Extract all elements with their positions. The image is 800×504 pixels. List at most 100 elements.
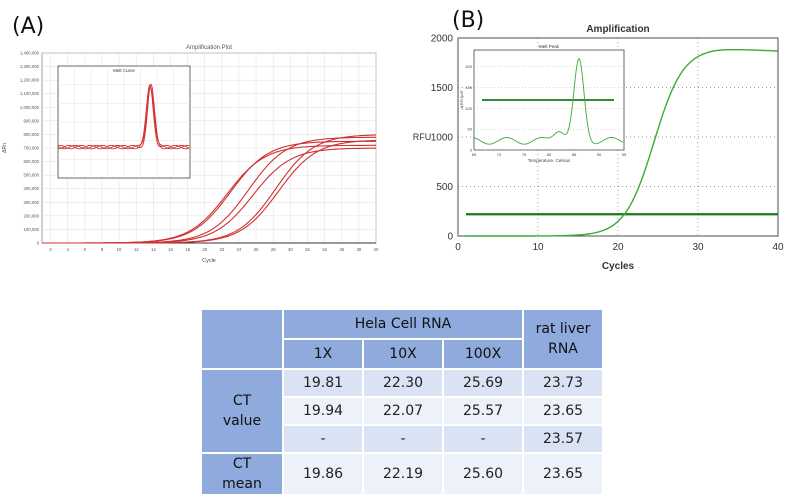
- y-tick-label: 2000: [431, 34, 454, 45]
- table-cell: 25.60: [442, 452, 524, 496]
- x-tick-label: 28: [271, 247, 276, 252]
- y-tick-label: 1,100,000: [20, 91, 40, 96]
- inset-title: Melt Peak: [539, 44, 560, 49]
- x-tick-label: 24: [237, 247, 242, 252]
- y-tick-label: 500,000: [23, 173, 39, 178]
- inset-x-axis-label: Temperature, Celsius: [528, 158, 571, 163]
- table-cell: 23.65: [522, 452, 604, 496]
- y-tick-label: 900,000: [23, 118, 39, 123]
- x-tick-label: 20: [202, 247, 207, 252]
- amplification-curve: [466, 49, 779, 237]
- inset-y-tick-label: 100: [465, 106, 472, 111]
- header-col-100x: 100X: [442, 338, 524, 370]
- chart-title: Amplification Plot: [186, 45, 232, 51]
- row-label-ct-value: CT value: [200, 368, 284, 454]
- header-hela-cell-rna: Hela Cell RNA: [282, 308, 524, 340]
- table-cell: 19.94: [282, 396, 364, 426]
- ct-mean-line2: mean: [222, 476, 262, 492]
- table-cell: 19.81: [282, 368, 364, 398]
- table-cell: 23.65: [522, 396, 604, 426]
- x-axis-label: Cycles: [602, 261, 635, 272]
- inset-x-tick-label: 75: [522, 152, 527, 157]
- x-tick-label: 40: [772, 242, 784, 253]
- chart-title: Amplification: [586, 24, 649, 35]
- ct-table: Hela Cell RNA rat liver RNA 1X 10X 100X C…: [200, 308, 604, 496]
- y-tick-label: 0: [37, 241, 40, 246]
- x-tick-label: 26: [254, 247, 259, 252]
- inset-y-axis-label: -d(RFU)/dT: [459, 89, 464, 110]
- table-cell: 22.07: [362, 396, 444, 426]
- x-tick-label: 8: [101, 247, 104, 252]
- x-tick-label: 20: [612, 242, 624, 253]
- table-cell: 25.69: [442, 368, 524, 398]
- x-tick-label: 12: [134, 247, 139, 252]
- inset-melt-curve: [57, 84, 190, 150]
- inset-melt-curve: [58, 83, 190, 150]
- x-tick-label: 38: [356, 247, 361, 252]
- ct-mean-line1: CT: [232, 456, 252, 472]
- y-tick-label: 600,000: [23, 159, 39, 164]
- table-cell: 22.19: [362, 452, 444, 496]
- amplification-curve: [42, 139, 376, 244]
- inset-x-tick-label: 70: [497, 152, 502, 157]
- panel-label-b: (B): [452, 8, 485, 33]
- panel-label-a: (A): [12, 14, 45, 39]
- x-tick-label: 30: [288, 247, 293, 252]
- table-cell: -: [282, 424, 364, 454]
- ct-value-line2: value: [222, 413, 262, 429]
- y-tick-label: 1,400,000: [20, 51, 40, 56]
- x-tick-label: 32: [305, 247, 310, 252]
- ct-value-line1: CT: [232, 393, 252, 409]
- x-tick-label: 10: [117, 247, 122, 252]
- y-axis-label: RFU: [413, 132, 432, 142]
- x-axis-label: Cycle: [202, 258, 216, 264]
- amplification-plot-a: Amplification Plot 0 100,000 200,000 300,000…: [2, 45, 379, 264]
- y-axis-label: ΔRn: [2, 143, 8, 153]
- row-label-ct-mean: CT mean: [200, 452, 284, 496]
- table-cell: 19.86: [282, 452, 364, 496]
- y-tick-label: 1000: [431, 133, 454, 144]
- x-tick-label: 40: [374, 247, 379, 252]
- inset-y-tick-label: 200: [465, 64, 472, 69]
- y-tick-label: 1,200,000: [20, 78, 40, 83]
- y-tick-label: 700,000: [23, 146, 39, 151]
- table-cell: -: [362, 424, 444, 454]
- x-tick-label: 36: [339, 247, 344, 252]
- header-rat-liver-line1: rat liver: [535, 321, 591, 337]
- inset-x-tick-label: 80: [547, 152, 552, 157]
- y-tick-label: 1500: [431, 83, 454, 94]
- x-tick-label: 18: [185, 247, 190, 252]
- x-tick-label: 6: [84, 247, 87, 252]
- inset-x-tick-label: 65: [472, 152, 477, 157]
- inset-x-tick-label: 90: [597, 152, 602, 157]
- x-tick-label: 14: [151, 247, 156, 252]
- x-tick-label: 30: [692, 242, 704, 253]
- header-col-10x: 10X: [362, 338, 444, 370]
- y-tick-label: 800,000: [23, 132, 39, 137]
- header-rat-liver-rna: rat liver RNA: [522, 308, 604, 370]
- y-tick-label: 300,000: [23, 200, 39, 205]
- table-cell: 23.73: [522, 368, 604, 398]
- y-tick-label: 1,000,000: [20, 105, 40, 110]
- x-tick-label: 22: [219, 247, 224, 252]
- y-tick-label: 400,000: [23, 186, 39, 191]
- inset-y-tick-label: 50: [468, 127, 473, 132]
- x-tick-label: 0: [455, 242, 461, 253]
- x-tick-label: 4: [66, 247, 69, 252]
- x-tick-label: 2: [49, 247, 52, 252]
- inset-y-tick-label: 150: [465, 85, 472, 90]
- y-tick-label: 1,300,000: [20, 64, 40, 69]
- y-tick-label: 100,000: [23, 227, 39, 232]
- table-cell: 22.30: [362, 368, 444, 398]
- header-rat-liver-line2: RNA: [548, 341, 578, 357]
- inset-melt-peak-curve: [473, 57, 624, 145]
- table-cell: -: [442, 424, 524, 454]
- y-tick-label: 500: [436, 182, 453, 193]
- table-cell: 25.57: [442, 396, 524, 426]
- inset-y-tick-label: 0: [470, 148, 473, 153]
- header-col-1x: 1X: [282, 338, 364, 370]
- inset-x-tick-label: 95: [622, 152, 627, 157]
- x-tick-label: 34: [322, 247, 327, 252]
- table-cell: 23.57: [522, 424, 604, 454]
